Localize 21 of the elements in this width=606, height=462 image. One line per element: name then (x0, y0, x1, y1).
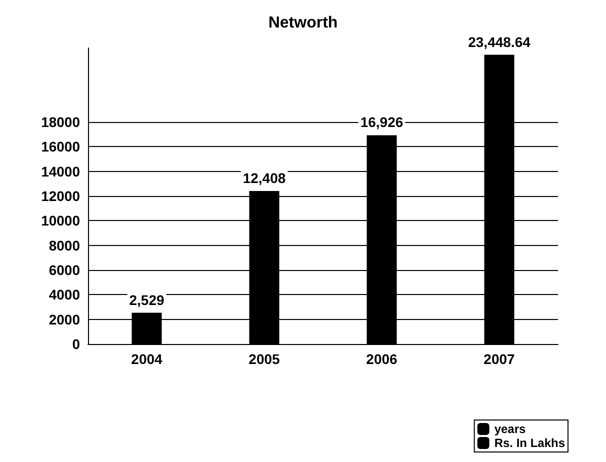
y-tick-label: 18000 (41, 114, 80, 130)
y-tick-label: 14000 (41, 163, 80, 180)
y-tick-label: 16000 (41, 138, 80, 155)
y-tick-label: 2000 (48, 311, 80, 328)
legend-label: Rs. In Lakhs (494, 436, 566, 450)
data-label: 16,926 (360, 114, 404, 130)
data-label: 2,529 (129, 292, 164, 308)
y-tick-label: 0 (72, 336, 80, 352)
y-tick-label: 12000 (41, 188, 80, 204)
legend-label: years (494, 422, 526, 436)
x-tick-label: 2004 (131, 351, 163, 367)
chart-title: Networth (268, 14, 338, 32)
x-tick-label: 2007 (484, 351, 516, 367)
data-label: 23,448.64 (468, 34, 531, 50)
x-tick-label: 2005 (248, 351, 280, 367)
y-tick-label: 6000 (48, 262, 80, 278)
x-tick-label: 2006 (366, 351, 398, 367)
y-tick-label: 4000 (48, 286, 80, 303)
data-label: 12,408 (242, 170, 286, 186)
y-tick-label: 10000 (41, 212, 80, 229)
y-tick-label: 8000 (48, 237, 80, 254)
